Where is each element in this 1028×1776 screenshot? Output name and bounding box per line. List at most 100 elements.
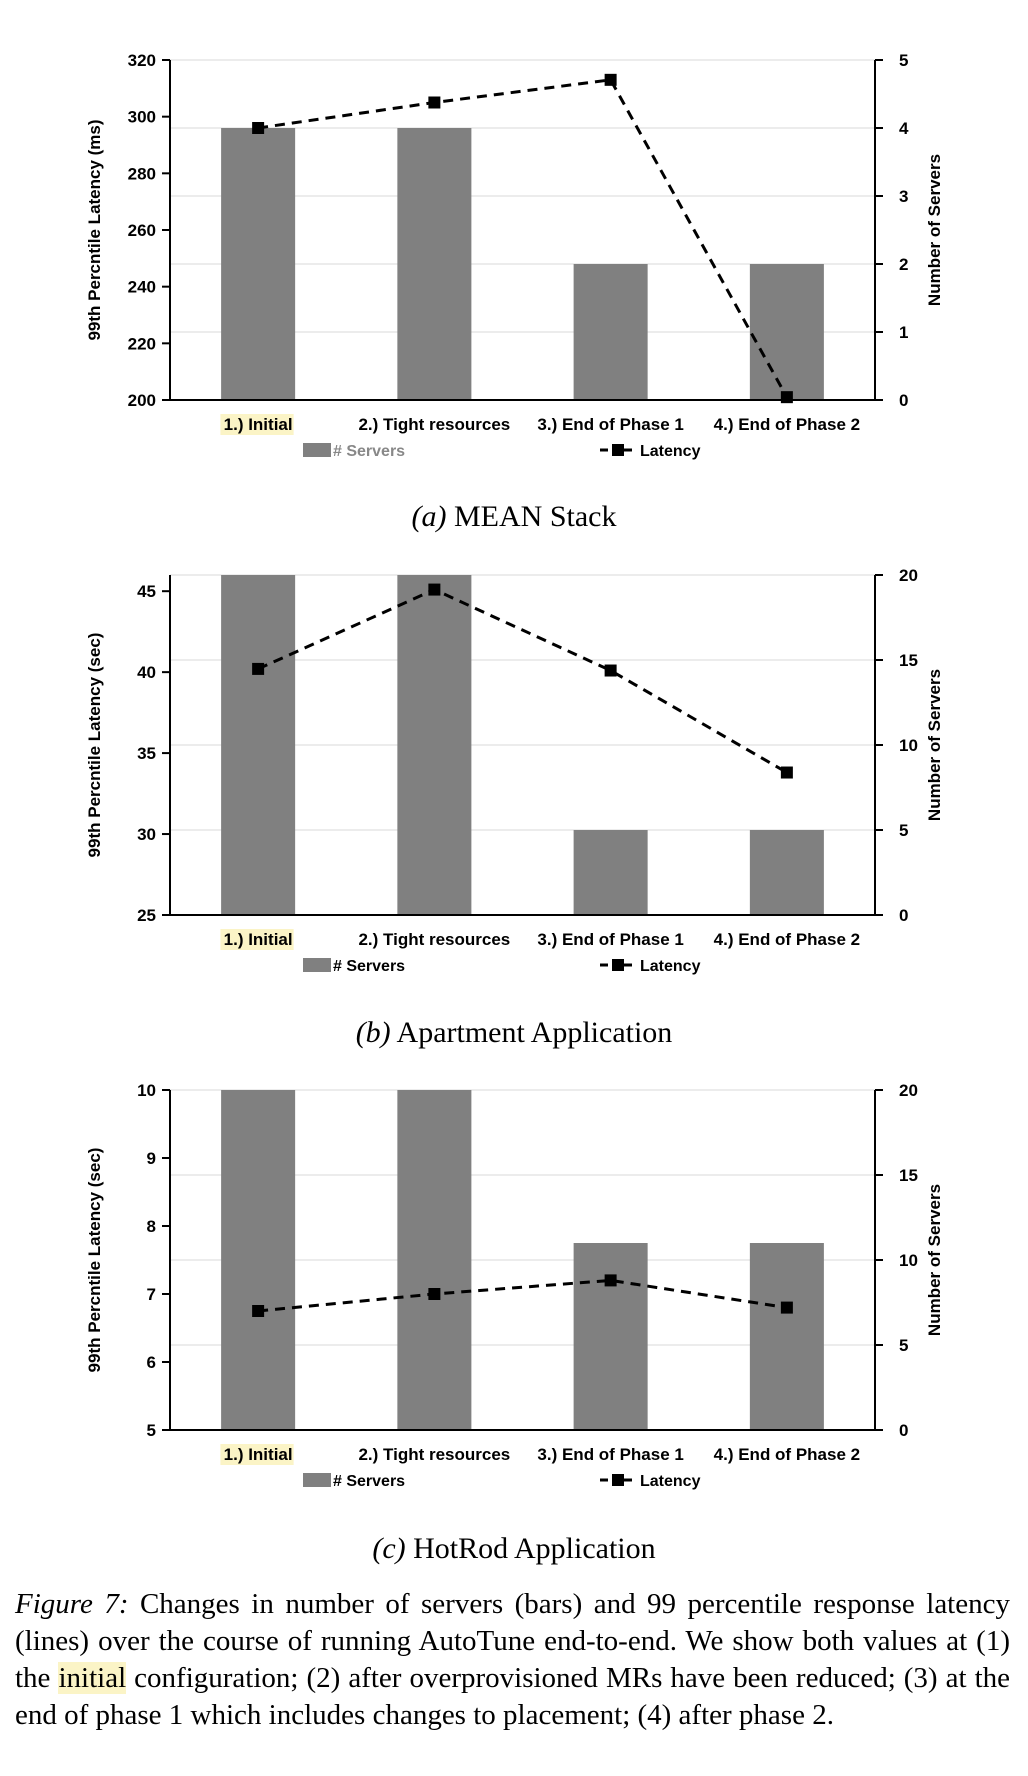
x-tick-label-3-text: 4.) End of Phase 2 [714,1445,860,1464]
right-tick-label-2: 10 [899,736,918,755]
chart-mean-stack: 200 220 240 260 280 300 320 0 1 2 3 4 5 99th Percntil… [85,51,944,460]
left-tick-label-1: 6 [147,1353,156,1372]
y2-axis-title: Number of Servers [925,154,944,306]
right-tick-label-2: 10 [899,1251,918,1270]
x-tick-label-3: 4.) End of Phase 2 [714,930,860,949]
legend-bar-swatch [303,1473,331,1487]
latency-line [257,1278,788,1313]
x-tick-label-0-text: 1.) [224,1445,249,1464]
bar-2 [573,264,648,400]
subtitle-c-prefix: (c) [372,1532,406,1565]
x-tick-label-0: 1.) Initial [224,930,293,949]
latency-point-1 [428,1288,441,1300]
legend-bar-swatch [303,443,331,457]
right-tick-label-3: 15 [899,1166,918,1185]
y-axis-title: 99th Percntile Latency (ms) [85,119,104,340]
latency-point-2 [604,664,617,677]
latency-point-0 [252,662,265,675]
x-tick-label-3: 4.) End of Phase 2 [714,415,860,434]
legend-line-marker [612,959,624,971]
right-tick-label-1: 1 [899,323,908,342]
left-tick-label-2: 7 [147,1285,156,1304]
left-tick-label-4: 45 [137,582,156,601]
x-tick-label-0: 1.) Initial [224,415,293,434]
right-tick-label-4: 4 [899,119,909,138]
figure-caption: Figure 7: Changes in number of servers (… [15,1586,1010,1734]
subtitle-a-name: MEAN Stack [454,500,617,533]
x-tick-label-0-highlight: Initial [248,930,292,949]
subtitle-c: (c) HotRod Application [0,1532,1028,1566]
x-tick-label-2: 3.) End of Phase 1 [537,415,683,434]
bar-2 [573,830,648,915]
bar-3 [749,1243,824,1430]
right-tick-label-0: 0 [899,906,908,925]
bar-0 [221,1090,296,1430]
right-tick-label-4: 20 [899,566,918,585]
right-tick-label-4: 20 [899,1081,918,1100]
caption-text-2: configuration; (2) after overprovisioned… [15,1662,1011,1731]
x-tick-label-2: 3.) End of Phase 1 [537,930,683,949]
bar-2 [573,1243,648,1430]
x-tick-label-2: 3.) End of Phase 1 [537,1445,683,1464]
x-tick-label-1: 2.) Tight resources [358,1445,510,1464]
latency-line [257,587,788,774]
bar-1 [397,575,472,915]
subtitle-a-prefix: (a) [411,500,447,533]
caption-highlight: initial [58,1662,127,1694]
right-tick-label-5: 5 [899,51,908,70]
y-axis-title: 99th Percntile Latency (sec) [85,633,104,858]
legend-bar-swatch [303,958,331,972]
chart-apartment-application: 25 30 35 40 45 0 5 10 15 20 99th Percntile Latency… [85,566,944,975]
chart-panel-b: 25 30 35 40 45 0 5 10 15 20 99th Percntile Latency… [0,545,1028,985]
latency-line [257,78,789,398]
latency-point-3 [780,391,793,404]
y-axis-title: 99th Percntile Latency (sec) [85,1148,104,1373]
x-tick-label-0-text: 1.) [224,930,249,949]
left-tick-label-5: 10 [137,1081,156,1100]
left-tick-label-4: 280 [128,164,156,183]
left-tick-label-2: 240 [128,278,156,297]
right-tick-label-2: 2 [899,255,908,274]
x-tick-label-2-text: 3.) End of Phase 1 [537,1445,683,1464]
left-tick-label-6: 320 [128,51,156,70]
legend-line-label: Latency [640,443,701,460]
legend-line-label: Latency [640,958,701,975]
bar-1 [397,128,472,400]
left-tick-label-4: 9 [147,1149,156,1168]
latency-point-3 [780,1301,793,1314]
right-tick-label-0: 0 [899,391,908,410]
x-tick-label-1: 2.) Tight resources [358,415,510,434]
x-tick-label-1: 2.) Tight resources [358,930,510,949]
left-tick-label-1: 220 [128,334,156,353]
x-tick-label-0-highlight: Initial [248,415,292,434]
left-tick-label-2: 35 [137,744,156,763]
chart-panel-c: 5 6 7 8 9 10 0 5 10 15 20 99th Percntile Latency (s… [0,1060,1028,1500]
bar-3 [749,264,824,400]
left-tick-label-3: 40 [137,663,156,682]
subtitle-b-name: Apartment Application [396,1016,673,1049]
latency-point-3 [780,766,793,779]
x-tick-label-0: 1.) Initial [224,1445,293,1464]
left-tick-label-0: 200 [128,391,156,410]
y2-axis-title: Number of Servers [925,1184,944,1336]
chart-panel-a: 200 220 240 260 280 300 320 0 1 2 3 4 5 99th Percntil… [0,30,1028,470]
right-tick-label-3: 3 [899,187,908,206]
latency-point-1 [428,583,441,596]
left-tick-label-5: 300 [128,108,156,127]
legend-bar-label: # Servers [333,1473,405,1490]
bar-0 [221,128,296,400]
bar-0 [221,575,296,915]
caption-text-1: Changes in number of servers (bars) and … [15,1588,1010,1694]
legend-bar-label: # Servers [333,443,405,460]
latency-point-0 [252,122,265,134]
chart-hotrod-application: 5 6 7 8 9 10 0 5 10 15 20 99th Percntile Latency (s… [85,1081,944,1490]
latency-point-2 [604,73,617,86]
x-tick-label-0-text: 1.) [224,415,249,434]
x-tick-label-3-text: 4.) End of Phase 2 [714,930,860,949]
caption-label: Figure 7: [15,1588,129,1620]
left-tick-label-3: 260 [128,221,156,240]
y2-axis-title: Number of Servers [925,669,944,821]
latency-point-1 [428,96,441,109]
bar-1 [397,1090,472,1430]
legend-line-label: Latency [640,1473,701,1490]
